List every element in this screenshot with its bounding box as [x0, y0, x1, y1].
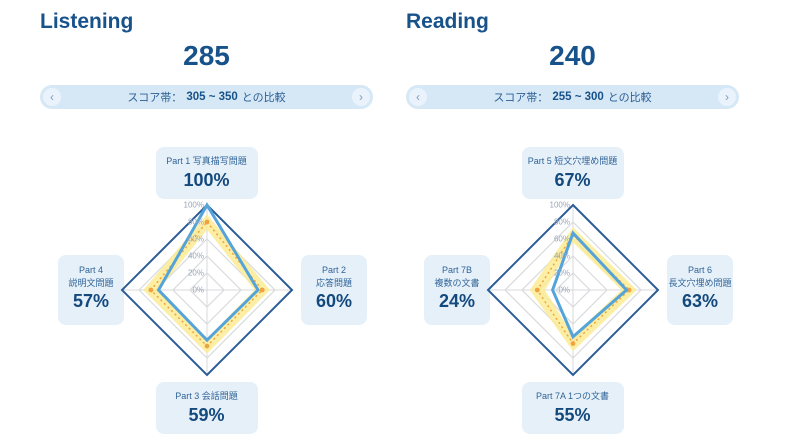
- part-name: 応答問題: [315, 277, 352, 288]
- svg-text:20%: 20%: [187, 269, 203, 278]
- svg-text:100%: 100%: [549, 201, 569, 210]
- part-label-box-right: Part 6 長文穴埋め問題 63%: [667, 255, 733, 326]
- svg-text:20%: 20%: [553, 269, 569, 278]
- part-label-box-top: Part 5 短文穴埋め問題 67%: [521, 147, 624, 200]
- part-label-box-bottom: Part 3 会話問題 59%: [155, 382, 258, 435]
- svg-text:80%: 80%: [553, 218, 569, 227]
- next-band-button[interactable]: ›: [718, 88, 736, 107]
- radar-svg: 0% 20% 40% 60% 80% 100%: [486, 201, 659, 377]
- part-name: Part 1 写真描写問題: [166, 156, 247, 167]
- chevron-left-icon: ‹: [416, 90, 420, 105]
- svg-text:0%: 0%: [192, 286, 204, 295]
- panel-listening: Listening 285 ‹ スコア帯： 305 ~ 350 との比較 › P…: [40, 8, 373, 445]
- svg-text:80%: 80%: [187, 218, 203, 227]
- part-percent: 55%: [554, 404, 591, 425]
- svg-text:40%: 40%: [187, 252, 203, 261]
- score-band-prefix: スコア帯：: [493, 92, 549, 105]
- part-name: Part 5 短文穴埋め問題: [527, 156, 618, 167]
- part-percent: 60%: [315, 290, 353, 311]
- score-band-suffix: との比較: [241, 92, 286, 105]
- prev-band-button[interactable]: ‹: [43, 88, 61, 107]
- svg-text:40%: 40%: [553, 252, 569, 261]
- part-label-box-left: Part 4 説明文問題 57%: [58, 255, 124, 326]
- score-band-range: 305 ~ 350: [186, 91, 238, 104]
- part-name: Part 7B: [441, 265, 472, 276]
- svg-text:0%: 0%: [558, 286, 570, 295]
- radar-chart-reading: Part 5 短文穴埋め問題 67% Part 6 長文穴埋め問題 63% Part 7A…: [406, 147, 739, 445]
- panel-reading: Reading 240 ‹ スコア帯： 255 ~ 300 との比較 › Par…: [406, 8, 739, 445]
- part-percent: 57%: [72, 290, 110, 311]
- reading-score-band-selector: ‹ スコア帯： 255 ~ 300 との比較 ›: [406, 85, 739, 110]
- part-name: 長文穴埋め問題: [668, 277, 732, 288]
- score-band-prefix: スコア帯：: [127, 92, 183, 105]
- chevron-left-icon: ‹: [50, 90, 54, 105]
- part-percent: 100%: [183, 169, 230, 190]
- score-band-suffix: との比較: [607, 92, 652, 105]
- svg-text:60%: 60%: [187, 235, 203, 244]
- score-band-range: 255 ~ 300: [552, 91, 604, 104]
- panel-title-reading: Reading: [406, 10, 489, 33]
- part-name: 説明文問題: [68, 277, 114, 288]
- part-name: 複数の文書: [434, 277, 480, 288]
- svg-text:100%: 100%: [183, 201, 203, 210]
- part-percent: 63%: [681, 290, 719, 311]
- part-name: Part 7A 1つの文書: [535, 391, 610, 402]
- svg-text:60%: 60%: [553, 235, 569, 244]
- part-percent: 24%: [438, 290, 476, 311]
- prev-band-button[interactable]: ‹: [409, 88, 427, 107]
- radar-chart-listening: Part 1 写真描写問題 100% Part 2 応答問題 60% Part 3 会話問…: [40, 147, 373, 445]
- part-name: Part 6: [687, 265, 712, 276]
- part-name: Part 2: [321, 265, 346, 276]
- chevron-right-icon: ›: [359, 90, 363, 105]
- radar-svg: 0% 20% 40% 60% 80% 100%: [120, 201, 293, 377]
- part-percent: 67%: [554, 169, 591, 190]
- part-name: Part 3 会話問題: [175, 391, 238, 402]
- panel-title-listening: Listening: [40, 10, 134, 33]
- part-label-box-top: Part 1 写真描写問題 100%: [155, 147, 258, 200]
- part-label-box-bottom: Part 7A 1つの文書 55%: [521, 382, 624, 435]
- score-band-label: スコア帯： 305 ~ 350 との比較: [127, 89, 285, 105]
- part-name: Part 4: [78, 265, 103, 276]
- part-label-box-right: Part 2 応答問題 60%: [301, 255, 367, 326]
- chevron-right-icon: ›: [725, 90, 729, 105]
- reading-score-value: 240: [549, 40, 596, 72]
- score-band-label: スコア帯： 255 ~ 300 との比較: [493, 89, 651, 105]
- listening-score-value: 285: [183, 40, 230, 72]
- part-percent: 59%: [188, 404, 225, 425]
- part-label-box-left: Part 7B 複数の文書 24%: [424, 255, 490, 326]
- next-band-button[interactable]: ›: [352, 88, 370, 107]
- listening-score-band-selector: ‹ スコア帯： 305 ~ 350 との比較 ›: [40, 85, 373, 110]
